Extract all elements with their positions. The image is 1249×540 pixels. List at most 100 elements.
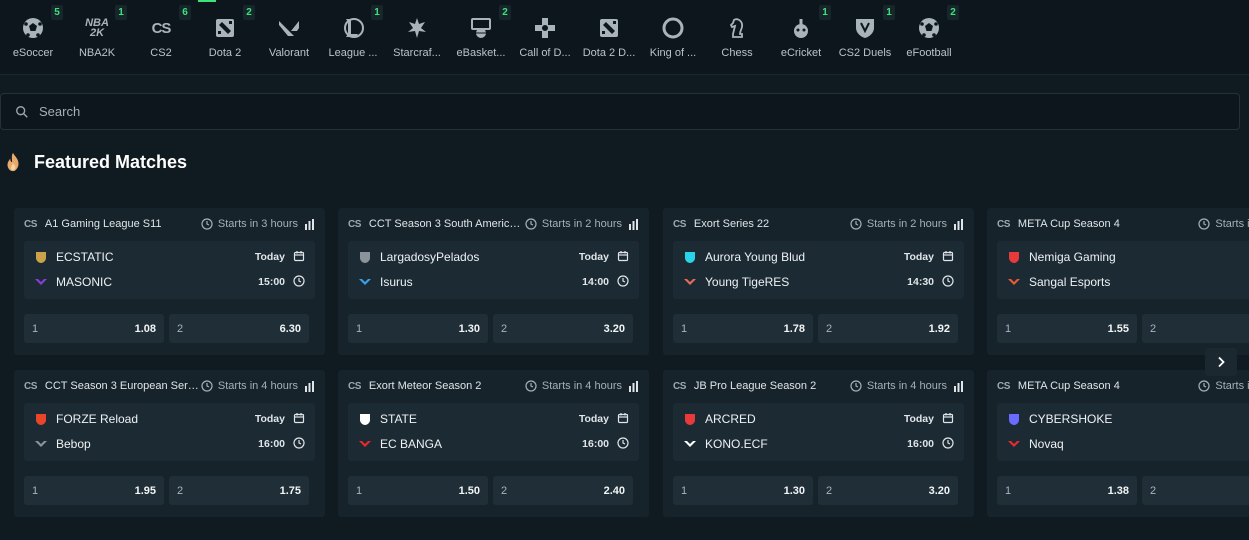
team-name: LargadosyPelados [380, 250, 480, 264]
next-page-button[interactable] [1205, 348, 1237, 376]
game-label: eFootball [906, 47, 952, 59]
odds-label: 1 [356, 484, 363, 497]
league-name[interactable]: Exort Meteor Season 2 [368, 380, 482, 392]
league-name[interactable]: CCT Season 3 South American ... [368, 218, 524, 230]
team-logo-icon [358, 250, 372, 264]
odds-value: 3.20 [928, 484, 950, 497]
game-label: eBasket... [456, 47, 506, 59]
match-card[interactable]: CS JB Pro League Season 2 Starts in 4 hour… [663, 370, 974, 517]
search-icon [16, 105, 28, 118]
odds-button-home[interactable]: 1 1.95 [24, 476, 164, 505]
clock-icon [201, 380, 213, 392]
odds-button-away[interactable]: 2 3.20 [493, 314, 633, 343]
league-name[interactable]: Exort Series 22 [693, 218, 770, 230]
calendar-icon [934, 250, 954, 265]
odds-button-home[interactable]: 1 1.30 [348, 314, 488, 343]
match-day: Today [903, 413, 934, 425]
game-tab-ecricket[interactable]: eCricket 1 [769, 0, 833, 75]
calendar-icon [609, 412, 629, 427]
game-tab-league-of-legends[interactable]: League ... 1 [321, 0, 385, 75]
teams-panel[interactable]: STATE EC BANGA Today 16:00 [348, 403, 639, 461]
team-name: Isurus [380, 275, 413, 289]
game-tag: CS [673, 218, 686, 230]
match-date: Today [579, 248, 629, 266]
match-card[interactable]: CS Exort Series 22 Starts in 2 hours Aurora… [663, 208, 974, 355]
game-tab-starcraft[interactable]: Starcraf... [385, 0, 449, 75]
teams-panel[interactable]: Nemiga Gaming Sangal Esports [997, 241, 1249, 299]
game-tab-chess[interactable]: Chess [705, 0, 769, 75]
teams-panel[interactable]: ECSTATIC MASONIC Today 15:00 [24, 241, 315, 299]
game-label: Call of D... [519, 47, 571, 59]
starts-in-text: Starts in 4 hours [217, 380, 298, 392]
game-tab-cs2[interactable]: CS CS2 6 [129, 0, 193, 75]
match-card[interactable]: CS META Cup Season 4 Starts in 15 Nemiga Ga… [987, 208, 1249, 355]
match-hour: 16:00 [258, 438, 285, 450]
team-name: ARCRED [705, 412, 756, 426]
game-tab-call-of-duty[interactable]: Call of D... [513, 0, 577, 75]
odds-value: 1.95 [134, 484, 156, 497]
game-label: NBA2K [78, 47, 116, 59]
stats-icon[interactable] [628, 380, 639, 392]
odds-button-home[interactable]: 1 1.78 [673, 314, 813, 343]
team-name: Nemiga Gaming [1029, 250, 1116, 264]
odds-button-away[interactable]: 2 1.92 [818, 314, 958, 343]
odds-button-away[interactable]: 2 3.20 [818, 476, 958, 505]
match-card[interactable]: CS CCT Season 3 European Series... Starts … [14, 370, 325, 517]
game-tab-ebasketball[interactable]: eBasket... 2 [449, 0, 513, 75]
clock-icon [525, 380, 537, 392]
game-tab-king-of-glory[interactable]: King of ... [641, 0, 705, 75]
team-logo-icon [1007, 437, 1021, 451]
odds-value: 3.20 [603, 322, 625, 335]
game-tab-valorant[interactable]: Valorant [257, 0, 321, 75]
calendar-icon [285, 412, 305, 427]
odds-button-away[interactable]: 2 [1142, 476, 1249, 505]
game-count-badge: 1 [115, 5, 127, 20]
odds-label: 2 [826, 322, 833, 335]
stats-icon[interactable] [304, 218, 315, 230]
game-tab-dota2-duels[interactable]: Dota 2 D... [577, 0, 641, 75]
game-tab-dota2[interactable]: Dota 2 2 [193, 0, 257, 75]
odds-button-away[interactable]: 2 [1142, 314, 1249, 343]
match-card[interactable]: CS META Cup Season 4 Starts in 15 CYBERSHOK… [987, 370, 1249, 517]
game-tab-efootball[interactable]: eFootball 2 [897, 0, 961, 75]
call-of-duty-icon [531, 14, 559, 42]
odds-button-home[interactable]: 1 1.50 [348, 476, 488, 505]
odds-label: 1 [681, 484, 688, 497]
teams-panel[interactable]: FORZE Reload Bebop Today 16:00 [24, 403, 315, 461]
match-card[interactable]: CS A1 Gaming League S11 Starts in 3 hours E… [14, 208, 325, 355]
league-name[interactable]: CCT Season 3 European Series... [44, 380, 200, 392]
stats-icon[interactable] [953, 380, 964, 392]
odds-button-home[interactable]: 1 1.30 [673, 476, 813, 505]
odds-label: 2 [1150, 484, 1157, 497]
match-card[interactable]: CS CCT Season 3 South American ... Starts … [338, 208, 649, 355]
team-logo-icon [34, 437, 48, 451]
odds-label: 2 [1150, 322, 1157, 335]
league-name[interactable]: A1 Gaming League S11 [44, 218, 162, 230]
match-day: Today [578, 251, 609, 263]
stats-icon[interactable] [304, 380, 315, 392]
odds-button-away[interactable]: 2 6.30 [169, 314, 309, 343]
game-tab-cs2-duels[interactable]: CS2 Duels 1 [833, 0, 897, 75]
league-name[interactable]: JB Pro League Season 2 [693, 380, 817, 392]
game-tab-nba2k[interactable]: NBA 2K NBA2K 1 [65, 0, 129, 75]
search-bar[interactable] [0, 93, 1240, 130]
odds-button-home[interactable]: 1 1.38 [997, 476, 1137, 505]
game-tag: CS [997, 218, 1010, 230]
odds-button-away[interactable]: 2 2.40 [493, 476, 633, 505]
match-card[interactable]: CS Exort Meteor Season 2 Starts in 4 hours… [338, 370, 649, 517]
game-count-badge: 1 [883, 5, 895, 20]
league-name[interactable]: META Cup Season 4 [1017, 380, 1120, 392]
odds-button-away[interactable]: 2 1.75 [169, 476, 309, 505]
teams-panel[interactable]: LargadosyPelados Isurus Today 14:00 [348, 241, 639, 299]
league-name[interactable]: META Cup Season 4 [1017, 218, 1120, 230]
odds-button-home[interactable]: 1 1.08 [24, 314, 164, 343]
game-tab-esoccer[interactable]: eSoccer 5 [1, 0, 65, 75]
teams-panel[interactable]: ARCRED KONO.ECF Today 16:00 [673, 403, 964, 461]
teams-panel[interactable]: CYBERSHOKE Novaq [997, 403, 1249, 461]
stats-icon[interactable] [953, 218, 964, 230]
odds-button-home[interactable]: 1 1.55 [997, 314, 1137, 343]
stats-icon[interactable] [628, 218, 639, 230]
starts-in-text: Starts in 15 [1215, 380, 1249, 392]
teams-panel[interactable]: Aurora Young Blud Young TigeRES Today 14:30 [673, 241, 964, 299]
search-input[interactable] [39, 104, 1189, 119]
